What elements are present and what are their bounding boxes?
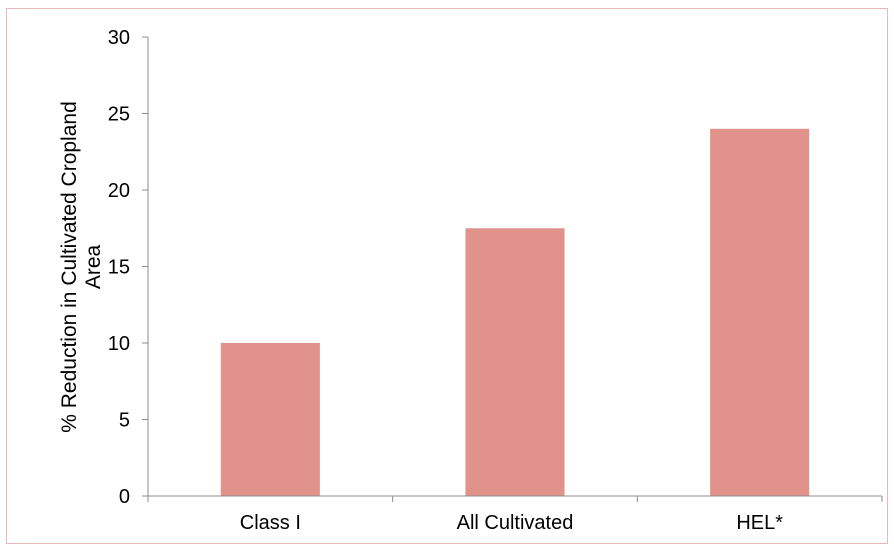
y-tick-label: 5 (119, 410, 130, 432)
x-tick-label: Class I (240, 512, 301, 534)
x-tick-label: HEL* (736, 512, 783, 534)
bar (220, 343, 320, 496)
y-tick-label: 25 (108, 104, 130, 126)
y-tick-label: 15 (108, 257, 130, 279)
bars (220, 128, 810, 497)
y-tick-label: 20 (108, 180, 130, 202)
y-tick-label: 30 (108, 27, 130, 49)
x-tick-label: All Cultivated (457, 512, 574, 534)
y-axis-title-line-1: % Reduction in Cultivated Cropland (58, 101, 81, 433)
bar (710, 128, 810, 497)
bar (465, 228, 565, 496)
y-tick-label: 10 (108, 333, 130, 355)
x-axis-ticks: Class I All Cultivated HEL* (147, 496, 883, 534)
y-tick-label: 0 (119, 486, 130, 508)
y-axis-title-line-2: Area (82, 245, 105, 290)
y-axis-ticks: 0 5 10 15 20 25 30 (108, 27, 148, 508)
y-axis-title: % Reduction in Cultivated Cropland Area (58, 101, 105, 433)
